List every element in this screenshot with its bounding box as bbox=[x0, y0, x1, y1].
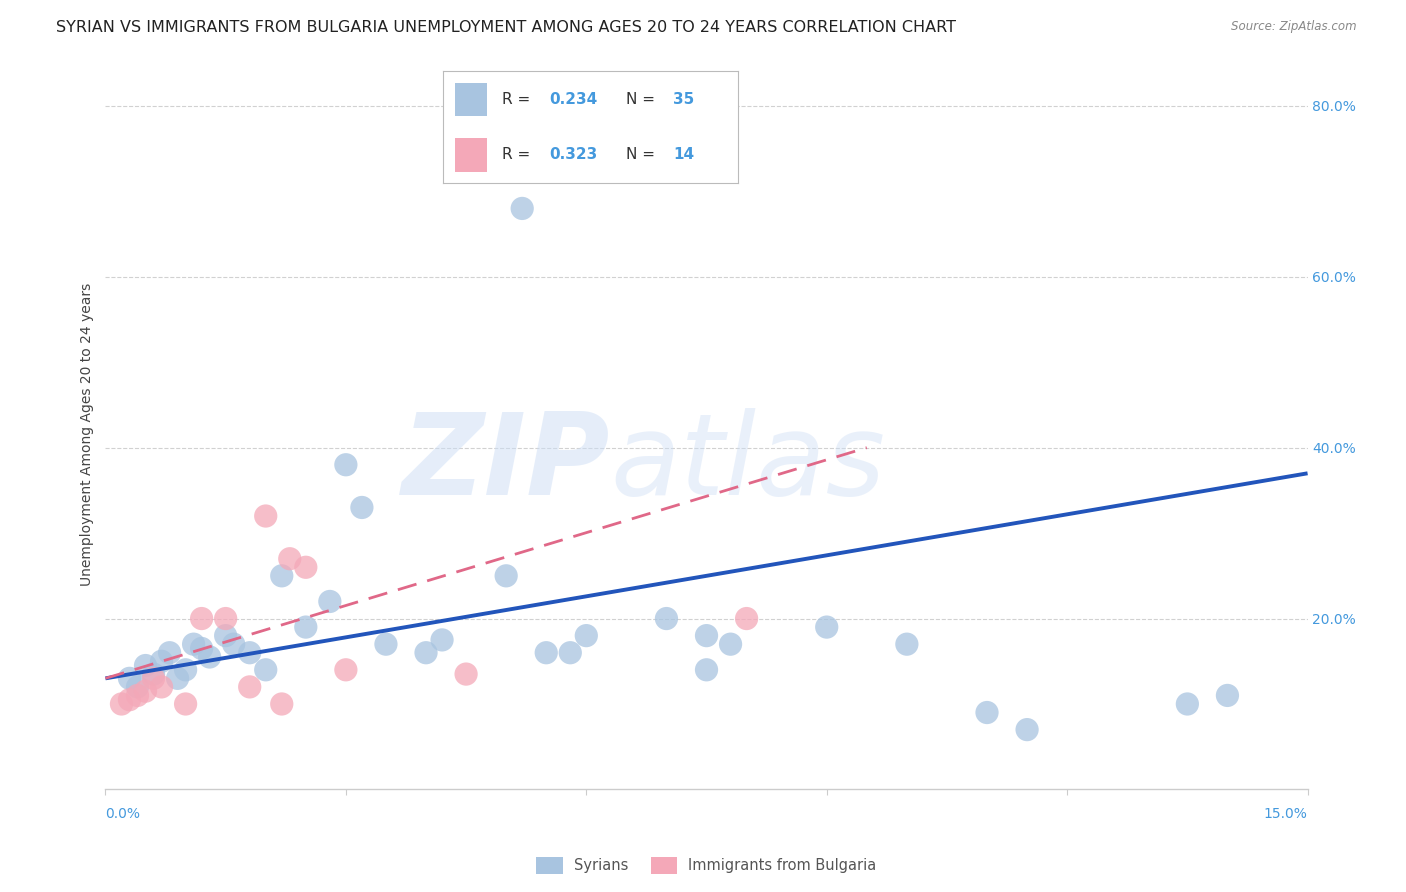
Text: N =: N = bbox=[626, 92, 659, 107]
Point bbox=[135, 658, 157, 673]
Point bbox=[142, 667, 165, 681]
Point bbox=[159, 646, 181, 660]
Text: 15.0%: 15.0% bbox=[1264, 807, 1308, 822]
Point bbox=[696, 663, 718, 677]
Point bbox=[335, 458, 357, 472]
Point bbox=[534, 646, 557, 660]
Point bbox=[150, 680, 173, 694]
Point bbox=[655, 611, 678, 625]
Point bbox=[350, 500, 373, 515]
Point bbox=[575, 629, 598, 643]
Point bbox=[118, 671, 141, 685]
Text: 35: 35 bbox=[673, 92, 695, 107]
Point bbox=[239, 680, 262, 694]
Point bbox=[278, 551, 301, 566]
FancyBboxPatch shape bbox=[454, 83, 486, 116]
Text: 0.323: 0.323 bbox=[550, 147, 598, 162]
Text: 0.0%: 0.0% bbox=[105, 807, 141, 822]
Point bbox=[110, 697, 132, 711]
Point bbox=[1015, 723, 1038, 737]
Point bbox=[254, 663, 277, 677]
Text: N =: N = bbox=[626, 147, 659, 162]
Text: atlas: atlas bbox=[610, 408, 886, 519]
Point bbox=[1216, 689, 1239, 703]
Point bbox=[696, 629, 718, 643]
Text: R =: R = bbox=[502, 92, 536, 107]
FancyBboxPatch shape bbox=[454, 138, 486, 171]
Point bbox=[222, 637, 245, 651]
Point bbox=[142, 671, 165, 685]
Point bbox=[510, 202, 533, 216]
Point bbox=[166, 671, 188, 685]
Point bbox=[135, 684, 157, 698]
Point bbox=[190, 641, 212, 656]
Point bbox=[174, 697, 197, 711]
Point bbox=[430, 632, 453, 647]
Point bbox=[127, 680, 149, 694]
Point bbox=[415, 646, 437, 660]
Point bbox=[239, 646, 262, 660]
Text: ZIP: ZIP bbox=[402, 408, 610, 519]
Point bbox=[118, 692, 141, 706]
Point bbox=[198, 650, 221, 665]
Point bbox=[335, 663, 357, 677]
Point bbox=[815, 620, 838, 634]
Point bbox=[319, 594, 342, 608]
Point bbox=[1175, 697, 1198, 711]
Point bbox=[174, 663, 197, 677]
Point bbox=[374, 637, 398, 651]
Text: 14: 14 bbox=[673, 147, 695, 162]
Point bbox=[190, 611, 212, 625]
Text: R =: R = bbox=[502, 147, 536, 162]
Point bbox=[183, 637, 205, 651]
Point bbox=[270, 697, 292, 711]
Text: SYRIAN VS IMMIGRANTS FROM BULGARIA UNEMPLOYMENT AMONG AGES 20 TO 24 YEARS CORREL: SYRIAN VS IMMIGRANTS FROM BULGARIA UNEMP… bbox=[56, 20, 956, 35]
Y-axis label: Unemployment Among Ages 20 to 24 years: Unemployment Among Ages 20 to 24 years bbox=[80, 284, 94, 586]
Point bbox=[127, 689, 149, 703]
Point bbox=[735, 611, 758, 625]
Text: 0.234: 0.234 bbox=[550, 92, 598, 107]
Point bbox=[295, 560, 318, 574]
Point bbox=[720, 637, 742, 651]
Point bbox=[270, 569, 292, 583]
Text: Source: ZipAtlas.com: Source: ZipAtlas.com bbox=[1232, 20, 1357, 33]
Point bbox=[254, 508, 277, 523]
Point bbox=[214, 611, 236, 625]
Point bbox=[976, 706, 998, 720]
Point bbox=[150, 654, 173, 668]
Point bbox=[456, 667, 478, 681]
Point bbox=[495, 569, 517, 583]
Point bbox=[560, 646, 582, 660]
Point bbox=[295, 620, 318, 634]
Legend: Syrians, Immigrants from Bulgaria: Syrians, Immigrants from Bulgaria bbox=[536, 856, 877, 874]
Point bbox=[214, 629, 236, 643]
Point bbox=[896, 637, 918, 651]
